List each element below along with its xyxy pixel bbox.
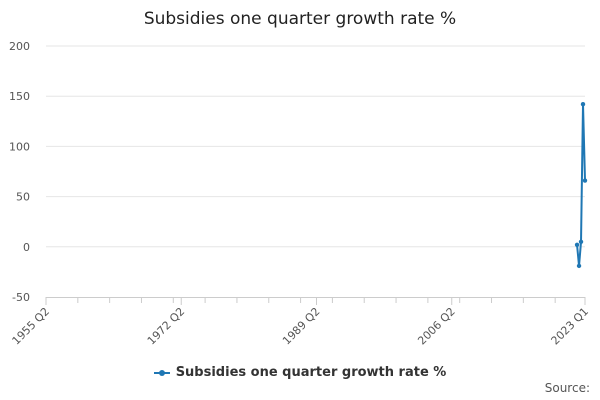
x-tick-labels: 1955 Q2 1972 Q2 1989 Q2 2006 Q2 2023 Q1: [10, 305, 592, 348]
y-tick-label: 200: [9, 40, 30, 53]
x-tick-label: 1972 Q2: [145, 305, 188, 348]
legend-swatch: [153, 369, 170, 376]
y-tick-label: 150: [9, 90, 30, 103]
data-point[interactable]: [574, 242, 580, 247]
chart-title: Subsidies one quarter growth rate %: [143, 9, 457, 29]
x-tick-label: 1955 Q2: [10, 305, 53, 348]
series-layer: [574, 102, 588, 269]
data-point[interactable]: [578, 239, 584, 244]
data-point[interactable]: [576, 263, 582, 269]
y-tick-labels: 200 150 100 50 0 -50: [9, 40, 30, 304]
y-tick-label: 0: [23, 241, 30, 254]
legend[interactable]: Subsidies one quarter growth rate %: [0, 365, 600, 380]
y-tick-label: 100: [9, 140, 30, 153]
x-tick-label: 2006 Q2: [415, 305, 458, 348]
x-tick-label: 2023 Q1: [549, 305, 592, 348]
y-tick-label: -50: [12, 291, 30, 304]
source-label: Source:: [544, 381, 590, 395]
gridlines: [46, 45, 585, 248]
legend-label: Subsidies one quarter growth rate %: [175, 365, 447, 380]
y-tick-label: 50: [16, 191, 30, 204]
data-point[interactable]: [580, 102, 586, 107]
axes: [45, 297, 586, 305]
x-tick-label: 1989 Q2: [280, 305, 323, 348]
legend-marker: [158, 369, 165, 376]
data-point[interactable]: [582, 178, 588, 183]
